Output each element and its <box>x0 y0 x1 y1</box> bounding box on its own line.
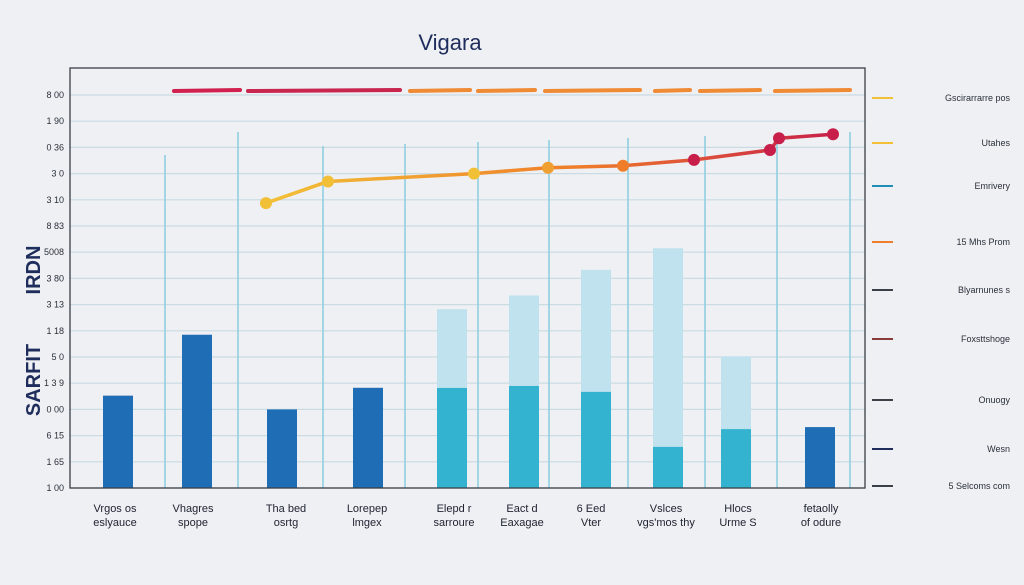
category-label: Vter <box>581 517 602 529</box>
category-label: Lorepep <box>347 503 387 515</box>
trend-line <box>260 128 839 210</box>
line-point <box>322 175 334 188</box>
category-label: Elepd r <box>437 503 472 515</box>
bar-light-blue <box>721 356 751 430</box>
category-label: Eaxagae <box>500 517 543 529</box>
bar-light-blue <box>437 309 467 388</box>
top-band <box>172 88 852 93</box>
top-band-segment <box>172 88 242 93</box>
y-tick-label: 5 0 <box>51 352 64 362</box>
top-band-segment <box>246 88 402 93</box>
bar-dark-blue <box>805 427 835 488</box>
category-label: fetaolly <box>804 503 839 515</box>
legend-entry: 15 Mhs Prom <box>956 237 1010 247</box>
legend-entry: Gscirarrarre pos <box>945 93 1011 103</box>
category-label: sarroure <box>434 517 475 529</box>
y-tick-label: 8 00 <box>46 90 64 100</box>
y-tick-label: 3 80 <box>46 273 64 283</box>
bar-dark-blue <box>267 409 297 488</box>
bar-light-blue <box>653 248 683 447</box>
category-label: Vslces <box>650 503 683 515</box>
bar-light-blue <box>509 295 539 386</box>
y-tick-label: 1 65 <box>46 457 64 467</box>
line-point <box>688 153 700 166</box>
bar-teal <box>437 387 467 488</box>
legend-entry: Onuogy <box>978 395 1010 405</box>
bar-series <box>103 248 835 488</box>
top-band-segment <box>543 88 642 93</box>
bar-teal <box>509 385 539 488</box>
legend-entry: Wesn <box>987 444 1010 454</box>
line-point <box>773 132 785 145</box>
y-tick-labels: 8 00 1 90 0 36 3 0 3 10 8 83 5008 3 80 3 13 1 18 5… <box>44 90 64 493</box>
y-tick-label: 8 83 <box>46 221 64 231</box>
bar-teal <box>721 429 751 488</box>
bar-teal <box>653 446 683 488</box>
category-label: Tha bed <box>266 503 306 515</box>
chart-title: Vigara <box>418 30 482 55</box>
line-point <box>260 197 272 210</box>
y-tick-label: 6 15 <box>46 431 64 441</box>
legend-entry: Blyarnunes s <box>958 285 1011 295</box>
category-label: Hlocs <box>724 503 752 515</box>
category-label: Vhagres <box>173 503 214 515</box>
category-label: Eact d <box>506 503 537 515</box>
bar-dark-blue <box>103 395 133 488</box>
line-point <box>617 159 629 172</box>
line-point <box>468 167 480 180</box>
category-label: 6 Eed <box>577 503 606 515</box>
category-label: lmgex <box>352 517 382 529</box>
top-band-segment <box>698 88 762 93</box>
y-tick-label: 3 10 <box>46 195 64 205</box>
legend-entry: Utahes <box>981 138 1010 148</box>
category-label: Vrgos os <box>93 503 137 515</box>
y-tick-label: 0 00 <box>46 404 64 414</box>
top-band-segment <box>476 88 537 93</box>
stem-lines <box>164 132 851 488</box>
line-point <box>542 161 554 174</box>
category-label: osrtg <box>274 517 298 529</box>
y-axis-title-secondary: SARFIT <box>23 344 45 416</box>
top-band-segment <box>773 88 852 93</box>
plot-frame <box>69 67 866 489</box>
y-tick-label: 1 90 <box>46 116 64 126</box>
category-label: spope <box>178 517 208 529</box>
line-point <box>764 144 776 157</box>
y-tick-label: 3 13 <box>46 300 64 310</box>
y-tick-label: 1 18 <box>46 326 64 336</box>
legend-entry: Foxsttshoge <box>961 334 1010 344</box>
bar-light-blue <box>581 269 611 392</box>
category-label: Urme S <box>719 517 756 529</box>
y-tick-label: 3 0 <box>51 169 64 179</box>
category-label: of odure <box>801 517 841 529</box>
y-axis-title: IRDN <box>23 246 45 295</box>
y-tick-label: 0 36 <box>46 142 64 152</box>
legend-entry: 5 Selcoms com <box>948 481 1010 491</box>
line-point <box>827 128 839 141</box>
category-label: eslyauce <box>93 517 136 529</box>
bar-dark-blue <box>353 387 383 488</box>
y-tick-label: 5008 <box>44 247 64 257</box>
y-tick-label: 1 00 <box>46 483 64 493</box>
legend: Gscirarrarre pos Utahes Emrivery 15 Mhs Pro… <box>872 93 1010 491</box>
top-band-segment <box>653 88 692 93</box>
bar-teal <box>581 391 611 488</box>
y-tick-label: 1 3 9 <box>44 378 64 388</box>
bar-dark-blue <box>182 334 212 488</box>
x-category-labels: Vrgos os eslyauce Vhagres spope Tha bed osrtg… <box>93 503 841 529</box>
top-band-segment <box>408 88 472 93</box>
category-label: vgs'mos thy <box>637 517 695 529</box>
legend-entry: Emrivery <box>975 181 1011 191</box>
